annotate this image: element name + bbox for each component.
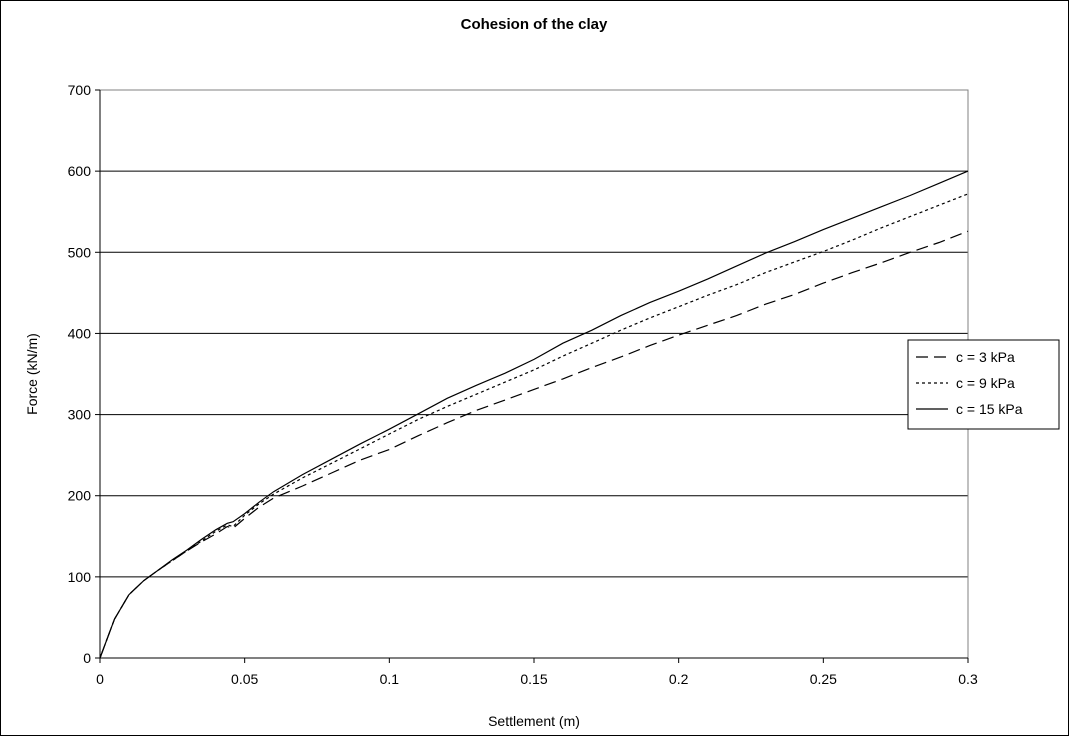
series-line-2 (99, 193, 969, 659)
y-tick-label: 100 (68, 569, 92, 585)
chart-title: Cohesion of the clay (461, 16, 608, 33)
x-axis-label: Settlement (m) (488, 713, 580, 729)
y-tick-label: 0 (83, 650, 91, 666)
y-tick-label: 700 (68, 82, 92, 98)
axes (95, 89, 969, 663)
legend-label: c = 3 kPa (956, 349, 1015, 365)
y-tick-label: 200 (68, 488, 92, 504)
y-tick-label: 600 (68, 163, 92, 179)
grid-lines (100, 89, 968, 578)
legend-label: c = 15 kPa (956, 401, 1023, 417)
legend: c = 3 kPa c = 9 kPa c = 15 kPa (907, 339, 1060, 430)
x-tick-label: 0.2 (669, 671, 689, 687)
x-tick-label: 0.25 (810, 671, 837, 687)
y-axis-label: Force (kN/m) (24, 333, 40, 415)
plot-area (99, 89, 969, 659)
y-tick-label: 400 (68, 325, 92, 341)
x-tick-label: 0.3 (958, 671, 978, 687)
series-lines (99, 170, 969, 659)
y-tick-label: 500 (68, 244, 92, 260)
x-tick-label: 0 (96, 671, 104, 687)
legend-box (907, 339, 1060, 430)
series-line-3 (99, 170, 969, 659)
tick-labels: 0 100 200 300 400 500 600 700 0 0.05 0.1 0.15 0.2 0.2… (68, 82, 978, 687)
x-tick-label: 0.1 (380, 671, 400, 687)
y-tick-label: 300 (68, 407, 92, 423)
x-tick-label: 0.05 (231, 671, 258, 687)
legend-label: c = 9 kPa (956, 375, 1015, 391)
series-line-1 (99, 230, 969, 659)
x-tick-label: 0.15 (520, 671, 547, 687)
